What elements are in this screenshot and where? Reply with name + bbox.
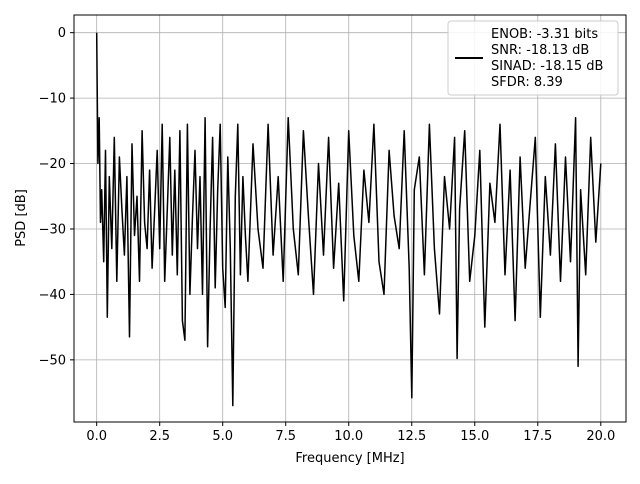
legend-entry-line-4: SFDR: 8.39 — [491, 75, 563, 90]
x-tick-label: 15.0 — [460, 429, 489, 444]
x-tick-label: 2.5 — [149, 429, 170, 444]
x-axis-label: Frequency [MHz] — [295, 451, 404, 466]
x-tick-label: 7.5 — [275, 429, 296, 444]
legend-entry-line-3: SINAD: -18.15 dB — [491, 59, 603, 74]
y-tick-label: −40 — [39, 288, 66, 303]
y-axis-label: PSD [dB] — [14, 189, 29, 247]
x-tick-label: 0.0 — [86, 429, 107, 444]
legend: ENOB: -3.31 bits SNR: -18.13 dB SINAD: -… — [447, 20, 619, 96]
legend-entry-line-2: SNR: -18.13 dB — [491, 43, 589, 58]
x-tick-label: 12.5 — [397, 429, 426, 444]
legend-box — [447, 20, 619, 96]
y-tick-label: −50 — [39, 353, 66, 368]
psd-series-line — [95, 32, 602, 407]
x-tick-label: 17.5 — [523, 429, 552, 444]
plot-area-frame — [73, 14, 627, 423]
x-tick-label: 5.0 — [212, 429, 233, 444]
legend-entry-line-1: ENOB: -3.31 bits — [491, 27, 598, 42]
series-layer — [95, 32, 602, 407]
x-axis: 0.0 2.5 5.0 7.5 10.0 12.5 15.0 17.5 20.0 — [86, 422, 615, 444]
x-tick-label: 10.0 — [334, 429, 363, 444]
y-axis: 0 −10 −20 −30 −40 −50 — [39, 26, 74, 368]
y-tick-label: −20 — [39, 157, 66, 172]
x-tick-label: 20.0 — [586, 429, 615, 444]
y-tick-label: −30 — [39, 222, 66, 237]
y-tick-label: 0 — [58, 26, 66, 41]
y-tick-label: −10 — [39, 92, 66, 107]
